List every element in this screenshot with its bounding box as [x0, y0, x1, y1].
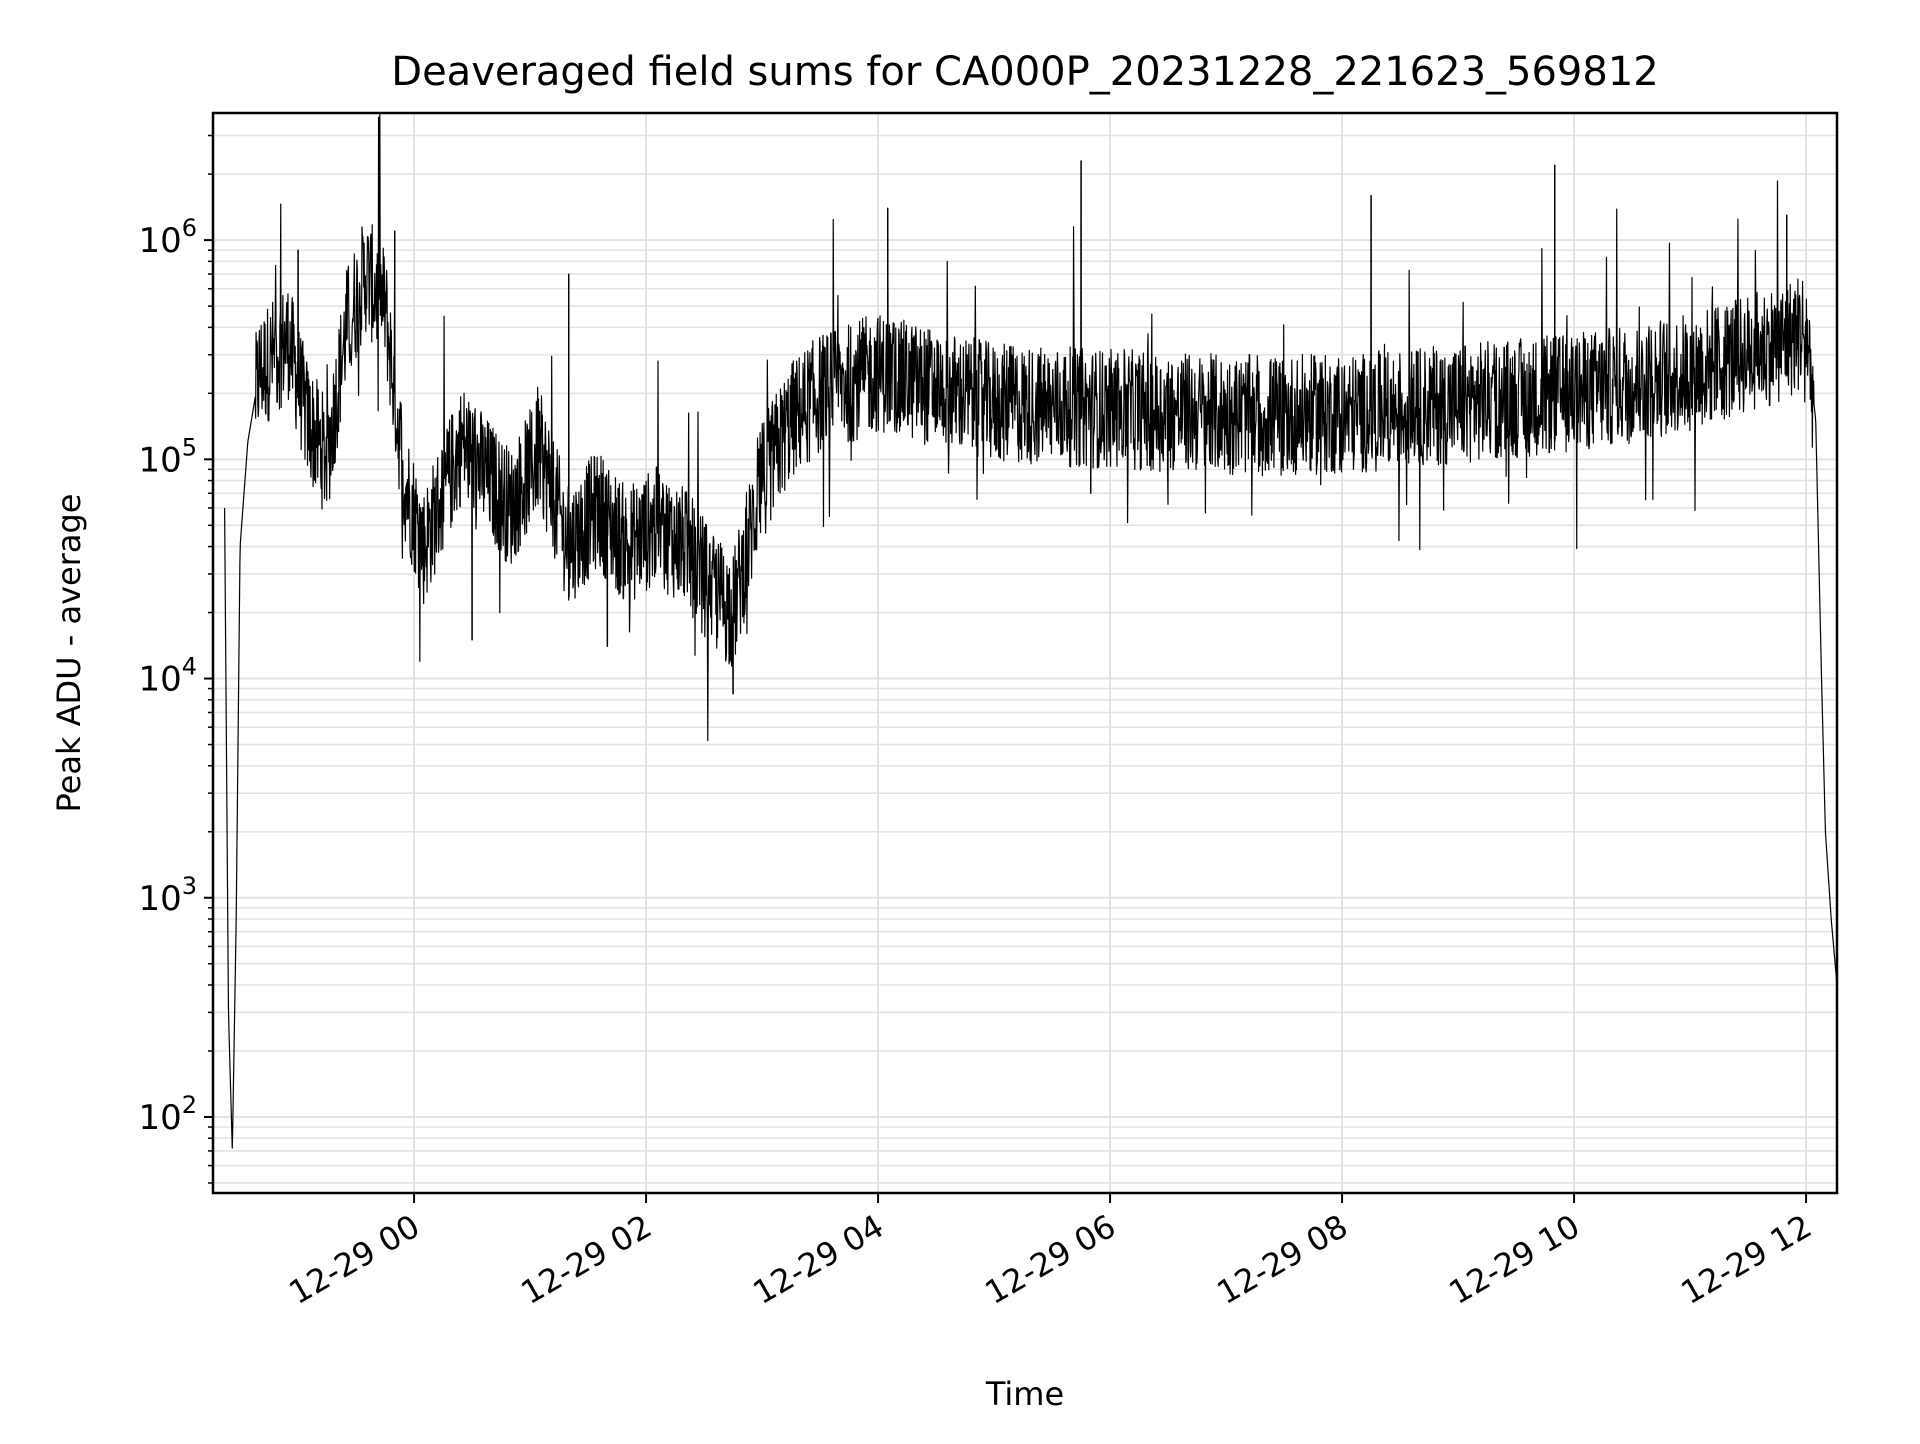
- data-layer: [224, 112, 1838, 1149]
- y-tick-label: 103: [138, 872, 197, 919]
- x-tick-label: 12-29 02: [514, 1207, 658, 1312]
- x-tick-label: 12-29 06: [978, 1207, 1122, 1312]
- x-tick-label: 12-29 08: [1210, 1207, 1354, 1312]
- series-line: [224, 112, 1838, 1149]
- y-tick-label: 105: [138, 433, 197, 480]
- x-tick-label: 12-29 00: [282, 1207, 426, 1312]
- y-tick-label: 106: [138, 214, 197, 261]
- x-tick-label: 12-29 04: [746, 1207, 890, 1312]
- x-axis: 12-29 00 12-29 02 12-29 04 12-29 06 12-29 08…: [282, 1193, 1818, 1312]
- grid-layer: [213, 113, 1837, 1193]
- chart-title: Deaveraged field sums for CA000P_2023122…: [391, 49, 1658, 95]
- y-axis-label: Peak ADU - average: [50, 494, 88, 813]
- plot-frame: [211, 111, 1839, 1195]
- y-tick-label: 102: [138, 1091, 197, 1138]
- x-tick-label: 12-29 10: [1442, 1207, 1586, 1312]
- x-tick-label: 12-29 12: [1674, 1207, 1818, 1312]
- x-axis-label: Time: [985, 1375, 1064, 1413]
- y-axis: 102 103 104 105 106: [138, 134, 213, 1184]
- y-tick-label: 104: [138, 653, 197, 700]
